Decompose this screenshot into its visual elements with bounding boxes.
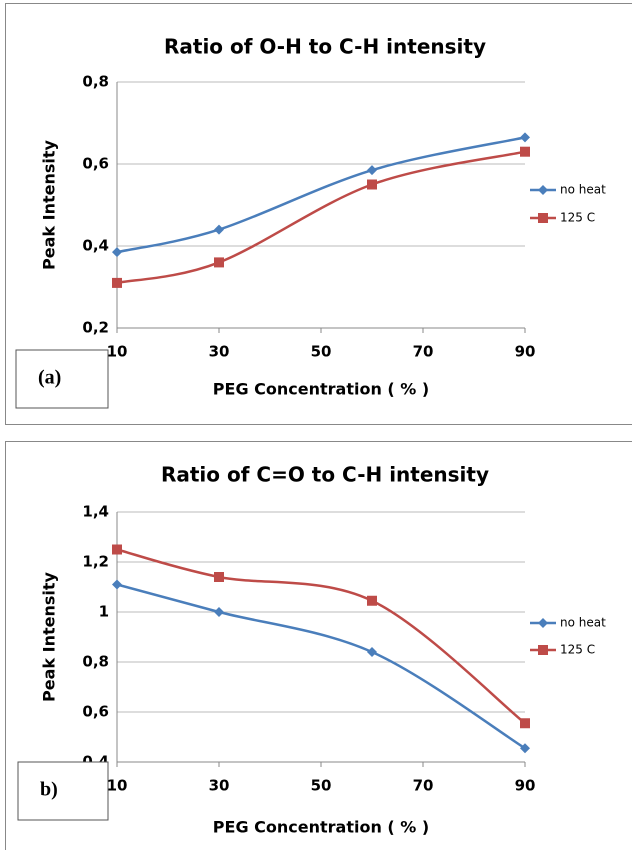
data-point bbox=[214, 257, 224, 268]
x-tick-label: 90 bbox=[515, 343, 536, 361]
y-tick-label: 0,6 bbox=[82, 155, 109, 173]
x-axis-label: PEG Concentration ( % ) bbox=[213, 818, 429, 837]
y-axis-label: Peak Intensity bbox=[40, 571, 59, 701]
data-point bbox=[538, 618, 548, 628]
x-tick-label: 70 bbox=[413, 343, 434, 361]
panel-frame bbox=[5, 441, 632, 850]
x-tick-label: 50 bbox=[311, 343, 332, 361]
y-tick-label: 0,8 bbox=[82, 73, 109, 91]
x-axis-label: PEG Concentration ( % ) bbox=[213, 380, 429, 399]
series-line bbox=[116, 136, 526, 254]
data-point bbox=[520, 743, 530, 754]
data-point bbox=[367, 179, 377, 190]
data-point bbox=[214, 572, 224, 582]
y-tick-label: 1,2 bbox=[82, 553, 109, 571]
data-point bbox=[520, 718, 530, 729]
y-tick-label: 1,4 bbox=[82, 503, 109, 521]
data-point bbox=[112, 579, 122, 590]
data-point bbox=[112, 247, 122, 258]
legend-label: no heat bbox=[560, 616, 606, 630]
data-point bbox=[520, 132, 530, 143]
data-point bbox=[538, 213, 548, 223]
panel-label: b) bbox=[40, 779, 58, 801]
y-tick-label: 0,4 bbox=[82, 237, 109, 255]
series-line bbox=[116, 583, 526, 750]
x-tick-label: 10 bbox=[107, 343, 128, 361]
panel-frame bbox=[5, 3, 632, 425]
x-tick-label: 70 bbox=[413, 777, 434, 795]
x-tick-label: 30 bbox=[209, 777, 230, 795]
y-tick-label: 1 bbox=[99, 603, 109, 621]
series-line bbox=[116, 548, 526, 725]
legend-label: no heat bbox=[560, 183, 606, 197]
y-tick-label: 0,8 bbox=[82, 653, 109, 671]
data-point bbox=[367, 595, 377, 606]
data-point bbox=[367, 647, 377, 657]
legend-label: 125 C bbox=[560, 643, 595, 657]
data-point bbox=[214, 607, 224, 617]
data-point bbox=[538, 645, 548, 655]
data-point bbox=[367, 165, 377, 176]
y-axis-label: Peak Intensity bbox=[40, 139, 59, 269]
x-tick-label: 10 bbox=[107, 777, 128, 795]
y-tick-label: 0,2 bbox=[82, 319, 109, 337]
data-point bbox=[112, 277, 122, 288]
y-tick-label: 0,6 bbox=[82, 703, 109, 721]
data-point bbox=[214, 224, 224, 235]
legend-label: 125 C bbox=[560, 211, 595, 225]
panel-label-box bbox=[15, 349, 109, 409]
data-point bbox=[520, 146, 530, 157]
panel-label: (a) bbox=[38, 367, 61, 389]
x-tick-label: 50 bbox=[311, 777, 332, 795]
series-line bbox=[116, 150, 526, 285]
x-tick-label: 90 bbox=[515, 777, 536, 795]
panel-label-box bbox=[17, 761, 109, 821]
chart-title: Ratio of O-H to C-H intensity bbox=[164, 35, 486, 59]
chart-title: Ratio of C=O to C-H intensity bbox=[161, 463, 489, 487]
data-point bbox=[538, 185, 548, 195]
x-tick-label: 30 bbox=[209, 343, 230, 361]
data-point bbox=[112, 544, 122, 555]
